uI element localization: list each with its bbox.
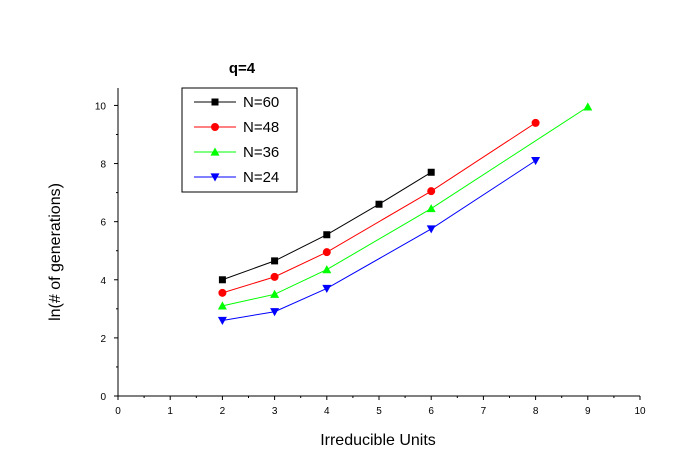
data-point [531,157,541,166]
data-point [583,102,593,111]
y-tick-label: 8 [100,160,106,171]
legend-item: N=24 [194,169,279,186]
data-point [426,225,436,234]
y-tick-label: 0 [100,392,106,403]
x-tick-label: 8 [533,406,539,417]
data-point [217,316,227,325]
legend-label: N=24 [243,169,279,186]
x-axis-label: Irreducible Units [320,432,436,449]
data-point [217,301,227,310]
legend-item: N=36 [194,144,279,161]
legend-marker [211,123,219,131]
ticks: 0 1 2 3 4 5 6 7 8 9 10 0 2 4 6 8 10 [95,101,646,417]
data-point [218,288,227,297]
x-tick-label: 4 [324,406,330,417]
data-point [322,248,331,257]
data-point [375,200,383,208]
y-tick-label: 4 [100,276,106,287]
legend-marker [211,98,219,106]
data-point [531,118,540,127]
x-tick-label: 6 [428,406,434,417]
y-axis-label: ln(# of generations) [47,183,64,321]
x-tick-label: 10 [634,406,646,417]
y-tick-label: 6 [100,218,106,229]
series-n-48 [218,118,540,297]
legend-label: N=48 [243,119,279,136]
data-point [270,272,279,281]
data-point [322,284,332,293]
data-point [270,308,280,317]
x-tick-label: 7 [481,406,487,417]
y-tick-label: 10 [95,101,107,112]
data-point [323,231,331,239]
data-point [427,168,435,176]
chart-title: q=4 [229,60,256,77]
data-point [271,257,279,265]
series-n-36 [217,102,593,310]
legend-marker [210,173,220,182]
legend: N=60 N=48 N=36 N=24 [181,87,298,193]
legend-label: N=36 [243,144,279,161]
x-tick-label: 5 [376,406,382,417]
x-tick-label: 3 [272,406,278,417]
series-n-24 [217,157,541,325]
x-tick-label: 9 [585,406,591,417]
data-point [427,187,436,196]
y-tick-label: 2 [100,334,106,345]
data-point [322,265,332,274]
legend-label: N=60 [243,94,279,111]
x-tick-label: 2 [220,406,226,417]
legend-box [181,87,298,193]
series-group [217,102,593,325]
series-n-60 [218,168,435,284]
data-point [426,204,436,213]
x-tick-label: 0 [115,406,121,417]
legend-item: N=48 [194,119,279,136]
data-point [218,276,226,284]
data-point [270,289,280,298]
legend-marker [210,147,220,156]
x-tick-label: 1 [167,406,173,417]
legend-item: N=60 [194,94,279,111]
